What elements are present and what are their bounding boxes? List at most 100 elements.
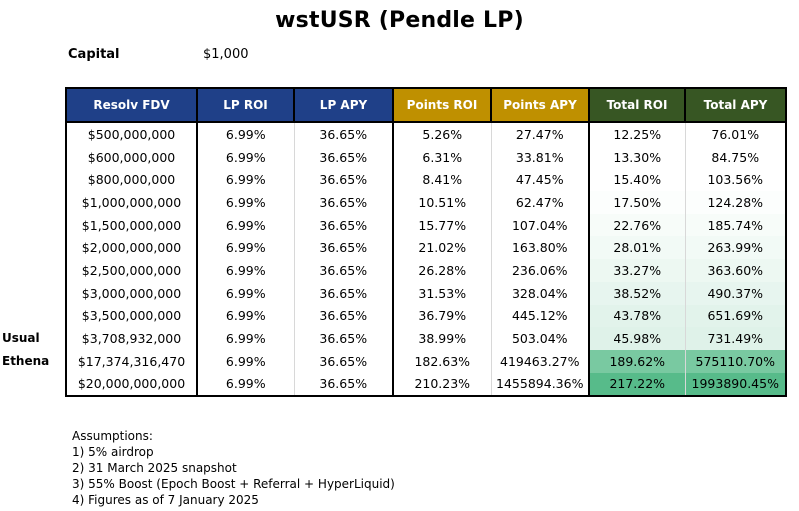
table-row: $17,374,316,470 6.99% 36.65% 182.63% 419463.… bbox=[65, 349, 787, 373]
table-row: $20,000,000,000 6.99% 36.65% 210.23% 1455894… bbox=[65, 372, 787, 398]
assumptions: Assumptions: 1) 5% airdrop 2) 31 March 20… bbox=[72, 428, 395, 508]
total-apy-cell: 263.99% bbox=[684, 236, 787, 260]
roi-table: Resolv FDV LP ROI LP APY Points ROI Poin… bbox=[65, 87, 787, 398]
lp-apy-cell: 36.65% bbox=[293, 122, 394, 146]
table-row: $2,000,000,000 6.99% 36.65% 21.02% 163.80% 28… bbox=[65, 236, 787, 260]
table-row: $3,500,000,000 6.99% 36.65% 36.79% 445.12% 43… bbox=[65, 304, 787, 328]
lp-roi-cell: 6.99% bbox=[196, 236, 295, 260]
table-row: $800,000,000 6.99% 36.65% 8.41% 47.45% 15.40%… bbox=[65, 168, 787, 192]
total-roi-cell: 189.62% bbox=[588, 349, 686, 373]
points-apy-cell: 107.04% bbox=[490, 213, 590, 237]
lp-apy-cell: 36.65% bbox=[293, 236, 394, 260]
lp-apy-cell: 36.65% bbox=[293, 259, 394, 282]
lp-roi-cell: 6.99% bbox=[196, 259, 295, 282]
header-lp-roi: LP ROI bbox=[196, 87, 295, 123]
assumption-item: 4) Figures as of 7 January 2025 bbox=[72, 493, 259, 507]
capital-value: $1,000 bbox=[203, 47, 249, 62]
total-roi-cell: 17.50% bbox=[588, 191, 686, 214]
points-roi-cell: 15.77% bbox=[392, 213, 492, 237]
total-apy-cell: 731.49% bbox=[684, 327, 787, 350]
table-row: $500,000,000 6.99% 36.65% 5.26% 27.47% 12.25%… bbox=[65, 122, 787, 146]
assumption-item: 3) 55% Boost (Epoch Boost + Referral + H… bbox=[72, 477, 395, 491]
points-apy-cell: 33.81% bbox=[490, 145, 590, 169]
fdv-cell: $800,000,000 bbox=[65, 168, 198, 192]
fdv-cell: $2,500,000,000 bbox=[65, 259, 198, 282]
table-row: $600,000,000 6.99% 36.65% 6.31% 33.81% 13.30%… bbox=[65, 145, 787, 169]
total-roi-cell: 15.40% bbox=[588, 168, 686, 192]
header-points-apy: Points APY bbox=[490, 87, 590, 123]
total-roi-cell: 12.25% bbox=[588, 122, 686, 146]
fdv-cell: $500,000,000 bbox=[65, 122, 198, 146]
lp-roi-cell: 6.99% bbox=[196, 281, 295, 305]
lp-apy-cell: 36.65% bbox=[293, 349, 394, 373]
lp-apy-cell: 36.65% bbox=[293, 168, 394, 192]
lp-roi-cell: 6.99% bbox=[196, 372, 295, 398]
total-apy-cell: 1993890.45% bbox=[684, 372, 787, 398]
points-roi-cell: 36.79% bbox=[392, 304, 492, 328]
header-resolv-fdv: Resolv FDV bbox=[65, 87, 198, 123]
table-row: $3,000,000,000 6.99% 36.65% 31.53% 328.04% 38… bbox=[65, 281, 787, 305]
fdv-cell: $3,000,000,000 bbox=[65, 281, 198, 305]
table-row: $1,500,000,000 6.99% 36.65% 15.77% 107.04% 22… bbox=[65, 213, 787, 237]
fdv-cell: $1,500,000,000 bbox=[65, 213, 198, 237]
points-roi-cell: 210.23% bbox=[392, 372, 492, 398]
points-roi-cell: 10.51% bbox=[392, 191, 492, 214]
lp-roi-cell: 6.99% bbox=[196, 145, 295, 169]
points-roi-cell: 8.41% bbox=[392, 168, 492, 192]
points-apy-cell: 47.45% bbox=[490, 168, 590, 192]
table-body: $500,000,000 6.99% 36.65% 5.26% 27.47% 12.25%… bbox=[65, 122, 787, 398]
points-apy-cell: 503.04% bbox=[490, 327, 590, 350]
table-header-row: Resolv FDV LP ROI LP APY Points ROI Poin… bbox=[65, 87, 787, 123]
capital-label: Capital bbox=[68, 47, 120, 62]
points-apy-cell: 62.47% bbox=[490, 191, 590, 214]
points-apy-cell: 1455894.36% bbox=[490, 372, 590, 398]
points-roi-cell: 21.02% bbox=[392, 236, 492, 260]
lp-roi-cell: 6.99% bbox=[196, 191, 295, 214]
fdv-cell: $17,374,316,470 bbox=[65, 349, 198, 373]
table-row: $2,500,000,000 6.99% 36.65% 26.28% 236.06% 33… bbox=[65, 259, 787, 282]
fdv-cell: $2,000,000,000 bbox=[65, 236, 198, 260]
total-roi-cell: 217.22% bbox=[588, 372, 686, 398]
points-apy-cell: 27.47% bbox=[490, 122, 590, 146]
total-apy-cell: 490.37% bbox=[684, 281, 787, 305]
lp-apy-cell: 36.65% bbox=[293, 145, 394, 169]
lp-apy-cell: 36.65% bbox=[293, 372, 394, 398]
table-row: $1,000,000,000 6.99% 36.65% 10.51% 62.47% 17.… bbox=[65, 191, 787, 214]
lp-roi-cell: 6.99% bbox=[196, 168, 295, 192]
points-apy-cell: 163.80% bbox=[490, 236, 590, 260]
assumptions-heading: Assumptions: bbox=[72, 429, 153, 443]
lp-roi-cell: 6.99% bbox=[196, 304, 295, 328]
points-roi-cell: 31.53% bbox=[392, 281, 492, 305]
points-apy-cell: 445.12% bbox=[490, 304, 590, 328]
points-roi-cell: 26.28% bbox=[392, 259, 492, 282]
side-label-usual: Usual bbox=[2, 331, 40, 346]
lp-apy-cell: 36.65% bbox=[293, 304, 394, 328]
total-apy-cell: 84.75% bbox=[684, 145, 787, 169]
total-apy-cell: 103.56% bbox=[684, 168, 787, 192]
total-roi-cell: 13.30% bbox=[588, 145, 686, 169]
points-roi-cell: 5.26% bbox=[392, 122, 492, 146]
fdv-cell: $600,000,000 bbox=[65, 145, 198, 169]
fdv-cell: $1,000,000,000 bbox=[65, 191, 198, 214]
total-roi-cell: 45.98% bbox=[588, 327, 686, 350]
total-apy-cell: 575110.70% bbox=[684, 349, 787, 373]
lp-apy-cell: 36.65% bbox=[293, 281, 394, 305]
table-row: $3,708,932,000 6.99% 36.65% 38.99% 503.04% 45… bbox=[65, 327, 787, 350]
total-apy-cell: 651.69% bbox=[684, 304, 787, 328]
total-apy-cell: 124.28% bbox=[684, 191, 787, 214]
total-apy-cell: 76.01% bbox=[684, 122, 787, 146]
page-title: wstUSR (Pendle LP) bbox=[275, 8, 524, 33]
assumption-item: 2) 31 March 2025 snapshot bbox=[72, 461, 237, 475]
lp-roi-cell: 6.99% bbox=[196, 213, 295, 237]
assumptions-list: 1) 5% airdrop 2) 31 March 2025 snapshot 3)… bbox=[72, 444, 395, 508]
total-roi-cell: 43.78% bbox=[588, 304, 686, 328]
lp-roi-cell: 6.99% bbox=[196, 327, 295, 350]
header-total-apy: Total APY bbox=[684, 87, 787, 123]
lp-apy-cell: 36.65% bbox=[293, 327, 394, 350]
fdv-cell: $3,500,000,000 bbox=[65, 304, 198, 328]
total-roi-cell: 33.27% bbox=[588, 259, 686, 282]
header-total-roi: Total ROI bbox=[588, 87, 686, 123]
total-apy-cell: 363.60% bbox=[684, 259, 787, 282]
points-roi-cell: 182.63% bbox=[392, 349, 492, 373]
total-roi-cell: 22.76% bbox=[588, 213, 686, 237]
